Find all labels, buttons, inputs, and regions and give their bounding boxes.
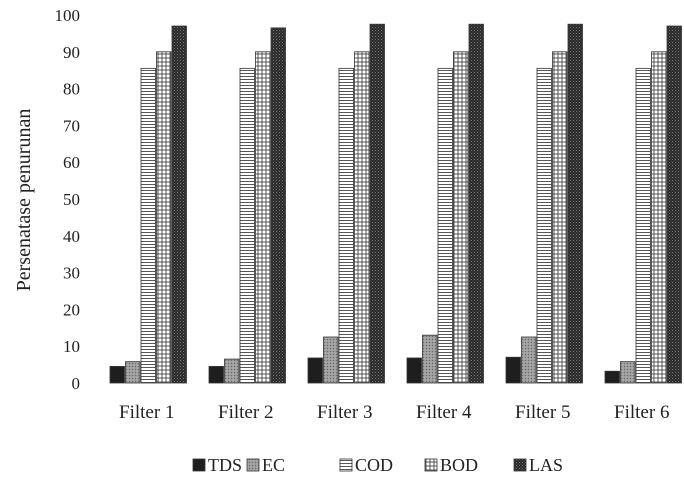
bar-tds-6 bbox=[604, 370, 620, 384]
legend-swatch-las bbox=[513, 458, 527, 472]
bar-bod-1 bbox=[156, 51, 172, 384]
legend-swatch-bod bbox=[424, 458, 438, 472]
bar-cod-4 bbox=[437, 67, 453, 384]
y-tick-label: 100 bbox=[55, 6, 81, 25]
legend-label-bod: BOD bbox=[440, 455, 478, 475]
x-axis-labels: Filter 1 Filter 2 Filter 3 Filter 4 Filter 5… bbox=[119, 402, 669, 423]
legend-swatch-cod bbox=[339, 458, 353, 472]
y-tick-label: 20 bbox=[63, 300, 80, 319]
y-tick-label: 40 bbox=[63, 227, 80, 246]
x-tick-label: Filter 3 bbox=[317, 402, 372, 423]
bar-tds-3 bbox=[307, 357, 323, 384]
x-tick-label: Filter 6 bbox=[614, 402, 669, 423]
legend-label-ec: EC bbox=[262, 455, 285, 475]
bar-bod-2 bbox=[255, 51, 271, 384]
bar-bod-4 bbox=[453, 51, 469, 384]
x-tick-label: Filter 4 bbox=[416, 402, 472, 423]
legend-swatch-tds bbox=[192, 458, 206, 472]
bar-bod-5 bbox=[552, 51, 568, 384]
bar-las-1 bbox=[171, 25, 187, 384]
legend-label-cod: COD bbox=[355, 455, 393, 475]
y-tick-label: 90 bbox=[63, 43, 80, 62]
bar-las-4 bbox=[468, 23, 484, 384]
y-tick-label: 60 bbox=[63, 153, 80, 172]
y-tick-label: 30 bbox=[63, 264, 80, 283]
legend-swatch-ec bbox=[246, 458, 260, 472]
bar-las-5 bbox=[567, 23, 583, 384]
bar-tds-4 bbox=[406, 357, 422, 384]
y-tick-label: 10 bbox=[63, 337, 80, 356]
bar-cod-3 bbox=[338, 67, 354, 384]
bar-tds-2 bbox=[208, 366, 224, 384]
legend: TDS EC COD BOD LAS bbox=[192, 455, 563, 475]
x-tick-label: Filter 1 bbox=[119, 402, 174, 423]
bar-ec-5 bbox=[521, 336, 537, 384]
bar-ec-2 bbox=[224, 358, 240, 384]
y-axis-ticks: 0 10 20 30 40 50 60 70 80 90 100 bbox=[55, 6, 81, 393]
bar-bod-3 bbox=[354, 51, 370, 384]
bar-ec-1 bbox=[125, 361, 141, 384]
legend-label-las: LAS bbox=[529, 455, 563, 475]
bar-cod-1 bbox=[140, 67, 156, 384]
bar-tds-1 bbox=[109, 366, 125, 384]
x-tick-label: Filter 5 bbox=[515, 402, 570, 423]
bar-las-2 bbox=[270, 27, 286, 384]
bar-cod-5 bbox=[536, 67, 552, 384]
legend-label-tds: TDS bbox=[208, 455, 242, 475]
y-tick-label: 50 bbox=[63, 190, 80, 209]
y-axis-label: Persenatase penurunan bbox=[13, 109, 35, 292]
bar-las-6 bbox=[666, 25, 682, 384]
y-tick-label: 80 bbox=[63, 80, 80, 99]
bar-ec-4 bbox=[422, 334, 438, 384]
bar-ec-3 bbox=[323, 336, 339, 384]
bar-tds-5 bbox=[505, 356, 521, 384]
bars bbox=[109, 23, 682, 384]
bar-las-3 bbox=[369, 23, 385, 384]
y-tick-label: 70 bbox=[63, 116, 80, 135]
x-tick-label: Filter 2 bbox=[218, 402, 273, 423]
bar-cod-6 bbox=[635, 67, 651, 384]
y-tick-label: 0 bbox=[72, 374, 81, 393]
bar-bod-6 bbox=[651, 51, 667, 384]
bar-ec-6 bbox=[620, 361, 636, 384]
bar-cod-2 bbox=[239, 67, 255, 384]
